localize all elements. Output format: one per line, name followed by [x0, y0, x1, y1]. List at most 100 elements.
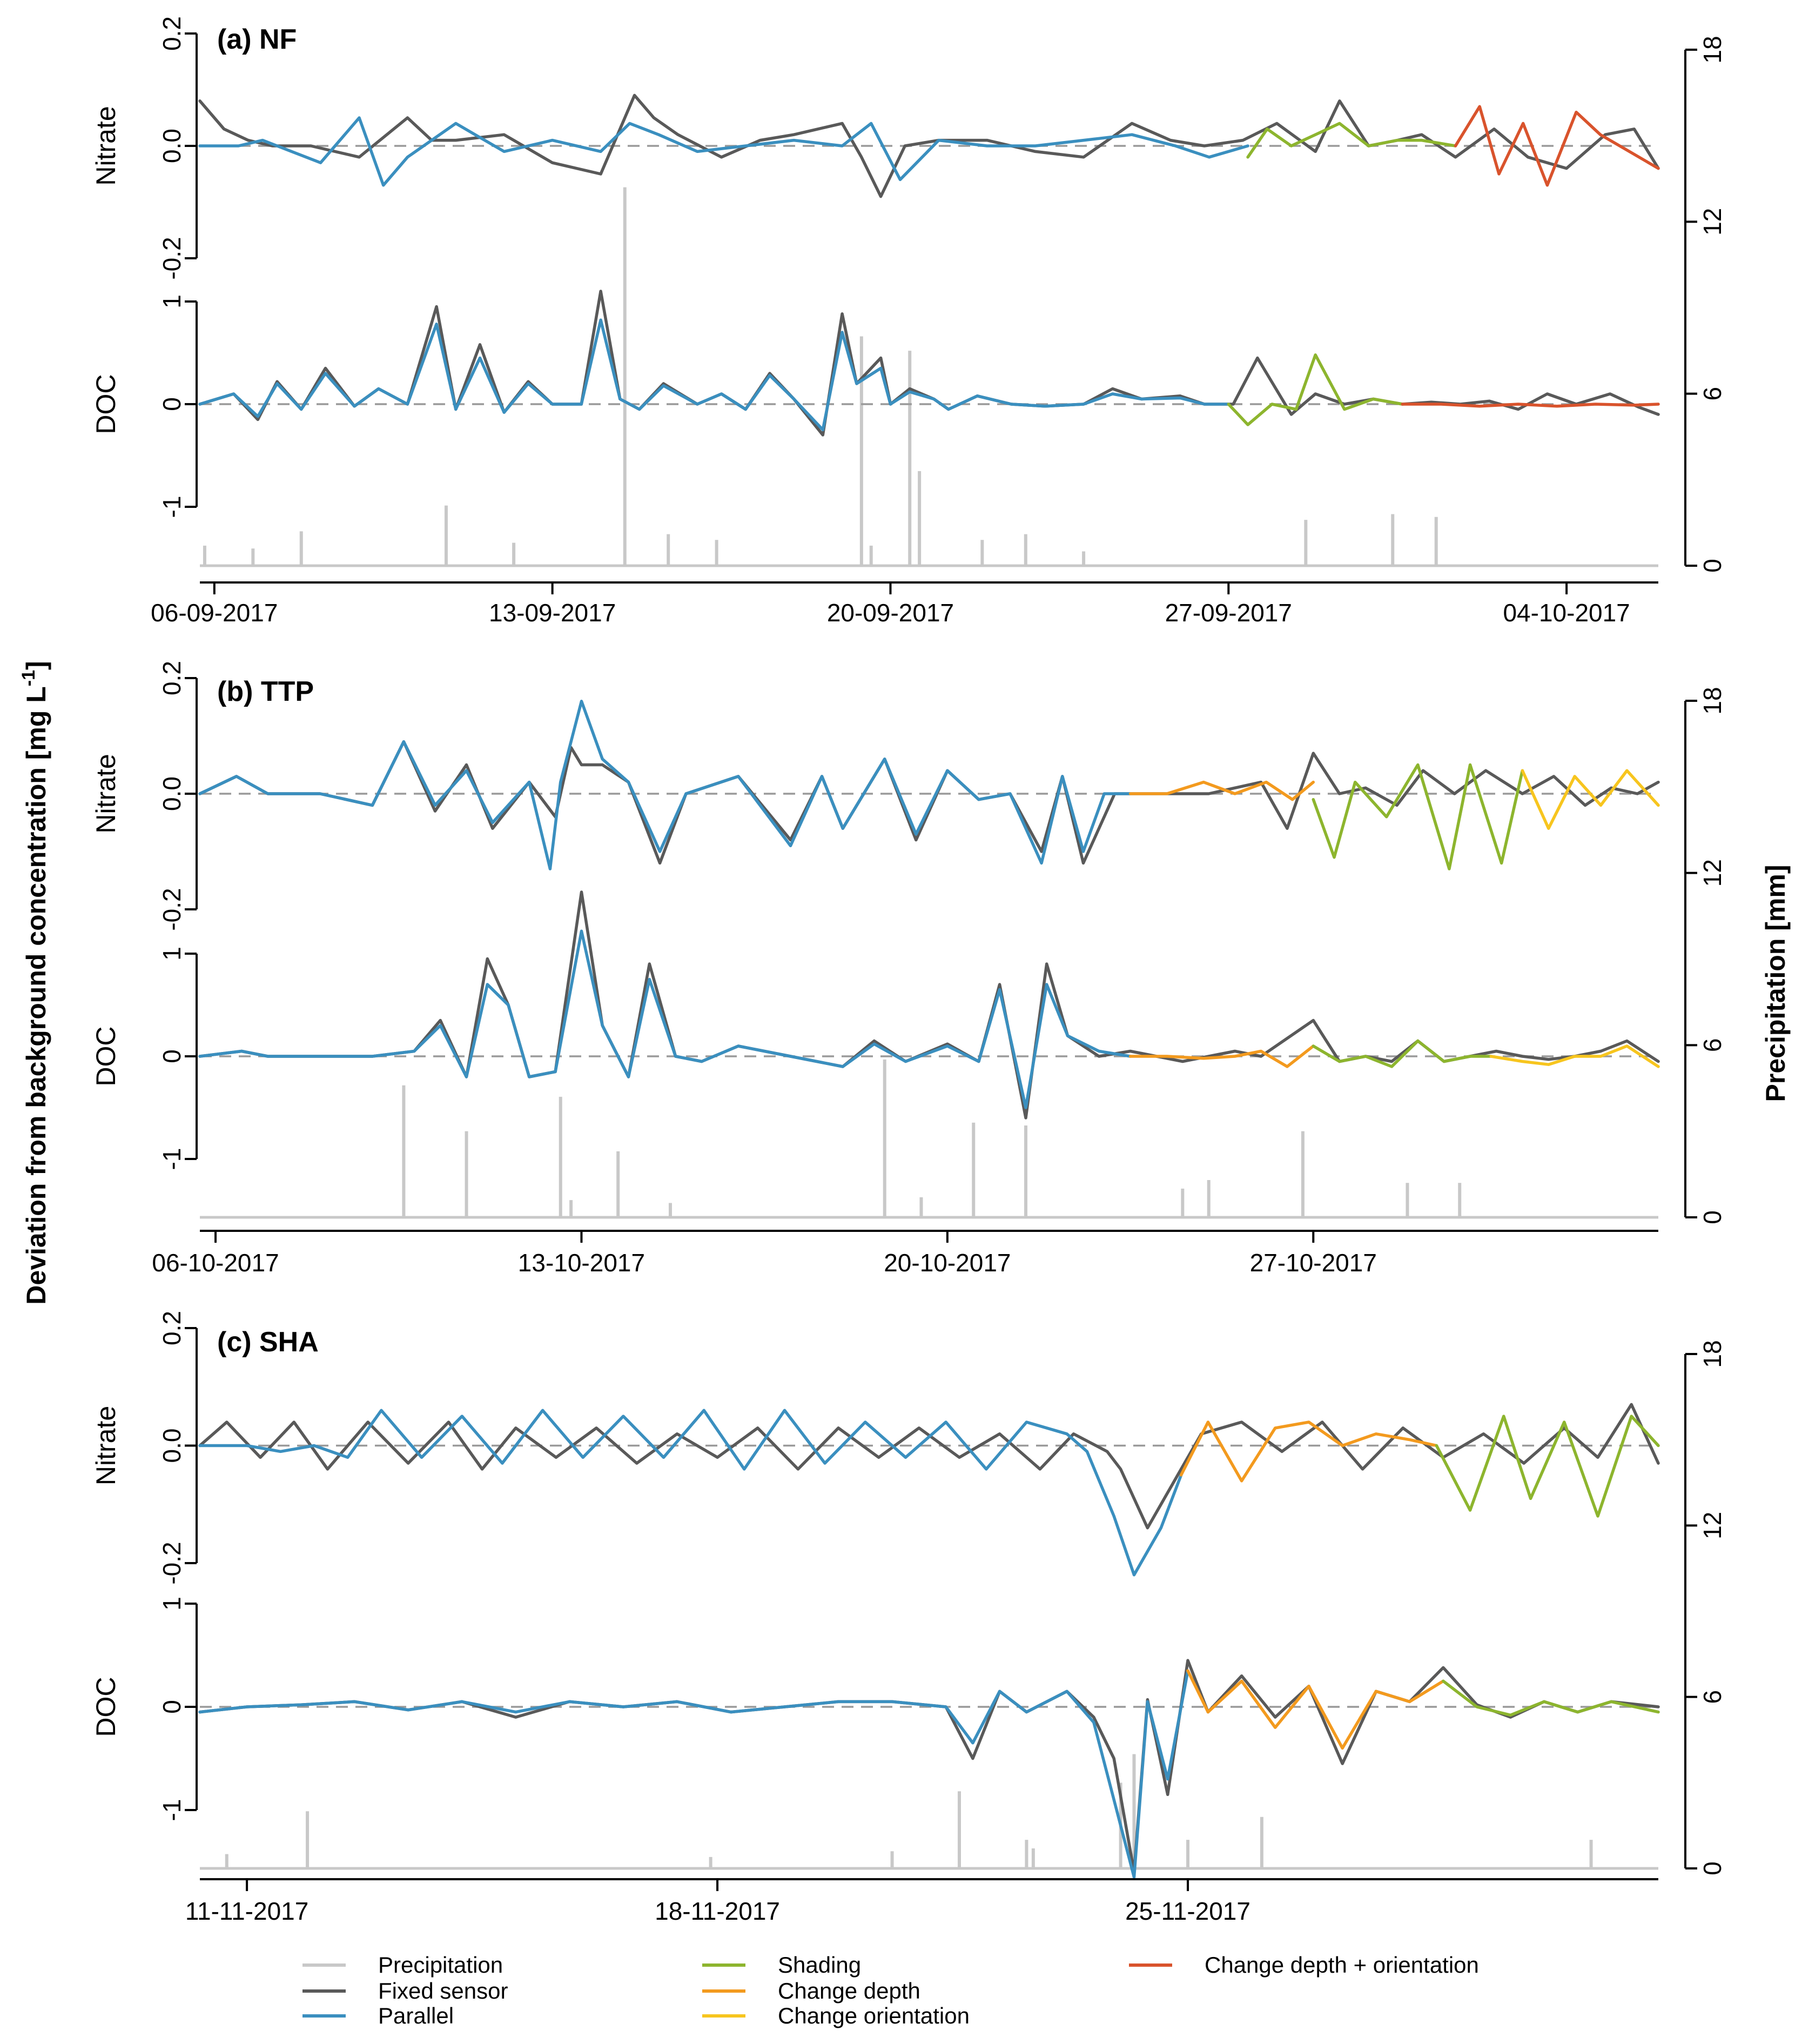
nitrate-series-shading — [1312, 763, 1524, 870]
precipitation-tick-label: 6 — [1698, 387, 1726, 401]
nitrate-series-change-depth-orientation — [1454, 105, 1660, 187]
nitrate-series-parallel — [198, 1409, 1183, 1577]
nitrate-series-fixed-sensor — [198, 740, 1660, 865]
nitrate-series-shading — [1246, 122, 1457, 159]
nitrate-tick-label: -0.2 — [158, 888, 186, 930]
nitrate-tick-label: -0.2 — [158, 1542, 186, 1584]
x-tick-label: 13-09-2017 — [489, 599, 616, 627]
doc-series-fixed-sensor — [198, 290, 1660, 437]
legend-item-change-depth-orientation: Change depth + orientation — [1129, 1952, 1479, 1978]
doc-tick-label: 1 — [158, 1597, 186, 1611]
legend-label: Change depth + orientation — [1205, 1952, 1479, 1978]
panel-1: (a) NF 0 6 12 18 -0.2 0.0 0.2 Nitrate -1 0 1 DOC 06-0… — [91, 16, 1726, 627]
doc-series-shading — [1227, 353, 1404, 426]
precipitation-tick-label: 6 — [1698, 1038, 1726, 1053]
nitrate-tick-label: 0.0 — [158, 1429, 186, 1463]
doc-label: DOC — [91, 1677, 121, 1737]
legend-label: Precipitation — [378, 1952, 503, 1978]
panel-title: (b) TTP — [217, 676, 314, 707]
precipitation-tick-label: 12 — [1698, 208, 1726, 236]
legend-label: Parallel — [378, 2003, 454, 2028]
nitrate-series-change-depth — [1179, 1420, 1438, 1483]
x-tick-label: 20-09-2017 — [827, 599, 954, 627]
doc-series-parallel — [198, 929, 1132, 1109]
panel-2: (b) TTP 0 6 12 18 -0.2 0.0 0.2 Nitrate -1 0 1 DOC 06-… — [91, 661, 1726, 1277]
doc-series-shading — [1312, 1039, 1493, 1068]
x-tick-label: 04-10-2017 — [1503, 599, 1630, 627]
doc-tick-label: 0 — [158, 1049, 186, 1063]
x-tick-label: 20-10-2017 — [884, 1249, 1011, 1277]
y-axis-title-superscript: -1 — [18, 670, 39, 686]
doc-series-change-depth — [1128, 1044, 1315, 1068]
legend-item-precipitation: Precipitation — [302, 1952, 503, 1978]
y-axis-title-end: ] — [21, 661, 51, 670]
doc-tick-label: -1 — [158, 496, 186, 518]
legend-item-change-orientation: Change orientation — [702, 2003, 970, 2028]
legend-item-shading: Shading — [702, 1952, 861, 1978]
doc-tick-label: -1 — [158, 1799, 186, 1821]
panels: (a) NF061218-0.20.00.2Nitrate-101DOC06-0… — [91, 16, 1726, 1925]
precipitation-tick-label: 18 — [1698, 687, 1726, 714]
nitrate-tick-label: 0.2 — [158, 1311, 186, 1345]
precipitation-tick-label: 0 — [1698, 559, 1726, 573]
legend-label: Shading — [778, 1952, 861, 1978]
doc-tick-label: 0 — [158, 397, 186, 411]
doc-series-fixed-sensor — [198, 890, 1660, 1120]
doc-series-change-depth-orientation — [1401, 403, 1660, 408]
legend-item-parallel: Parallel — [302, 2003, 454, 2028]
legend-item-fixed-sensor: Fixed sensor — [302, 1978, 508, 2003]
doc-tick-label: 1 — [158, 294, 186, 309]
nitrate-label: Nitrate — [91, 1406, 121, 1485]
nitrate-label: Nitrate — [91, 754, 121, 833]
panel-3: (c) SHA 0 6 12 18 -0.2 0.0 0.2 Nitrate -1 0 1 DOC 11-… — [91, 1311, 1726, 1925]
nitrate-series-fixed-sensor — [198, 1403, 1660, 1530]
doc-series-fixed-sensor — [198, 1659, 1660, 1874]
nitrate-tick-label: 0.0 — [158, 129, 186, 163]
y-axis-title-main: Deviation from background concentration … — [21, 686, 51, 1305]
panel-title: (a) NF — [217, 24, 297, 55]
doc-series-shading — [1442, 1679, 1660, 1717]
legend-label: Change depth — [778, 1978, 920, 2003]
x-tick-label: 18-11-2017 — [655, 1897, 780, 1925]
nitrate-series-change-depth — [1128, 780, 1315, 801]
nitrate-tick-label: -0.2 — [158, 237, 186, 279]
panel-title: (c) SHA — [217, 1326, 319, 1358]
nitrate-series-parallel — [198, 700, 1132, 870]
y-axis-title: Deviation from background concentration … — [18, 661, 51, 1304]
nitrate-tick-label: 0.2 — [158, 661, 186, 695]
nitrate-tick-label: 0.2 — [158, 16, 186, 51]
nitrate-tick-label: 0.0 — [158, 776, 186, 811]
x-tick-label: 27-09-2017 — [1165, 599, 1292, 627]
nitrate-series-parallel — [198, 116, 1249, 187]
doc-series-change-orientation — [1489, 1044, 1660, 1068]
nitrate-series-change-orientation — [1521, 769, 1660, 830]
x-tick-label: 11-11-2017 — [185, 1897, 308, 1925]
precipitation-tick-label: 12 — [1698, 1512, 1726, 1539]
doc-tick-label: -1 — [158, 1148, 186, 1170]
doc-tick-label: 0 — [158, 1700, 186, 1714]
doc-series-parallel — [198, 1669, 1189, 1879]
doc-series-change-depth — [1186, 1669, 1445, 1750]
precipitation-tick-label: 18 — [1698, 36, 1726, 63]
nitrate-label: Nitrate — [91, 106, 121, 185]
legend-item-change-depth: Change depth — [702, 1978, 920, 2003]
nitrate-series-shading — [1435, 1415, 1660, 1518]
precipitation-tick-label: 18 — [1698, 1340, 1726, 1368]
secondary-axis-title: Precipitation [mm] — [1760, 865, 1791, 1102]
precipitation-tick-label: 12 — [1698, 859, 1726, 887]
precipitation-tick-label: 0 — [1698, 1861, 1726, 1875]
legend-label: Change orientation — [778, 2003, 970, 2028]
doc-series-parallel — [198, 318, 1231, 432]
doc-label: DOC — [91, 1026, 121, 1086]
x-tick-label: 13-10-2017 — [518, 1249, 645, 1277]
x-tick-label: 06-10-2017 — [152, 1249, 279, 1277]
precipitation-tick-label: 6 — [1698, 1690, 1726, 1704]
doc-tick-label: 1 — [158, 947, 186, 961]
x-tick-label: 25-11-2017 — [1125, 1897, 1250, 1925]
legend-label: Fixed sensor — [378, 1978, 508, 2003]
x-tick-label: 06-09-2017 — [151, 599, 278, 627]
precipitation-tick-label: 0 — [1698, 1210, 1726, 1224]
